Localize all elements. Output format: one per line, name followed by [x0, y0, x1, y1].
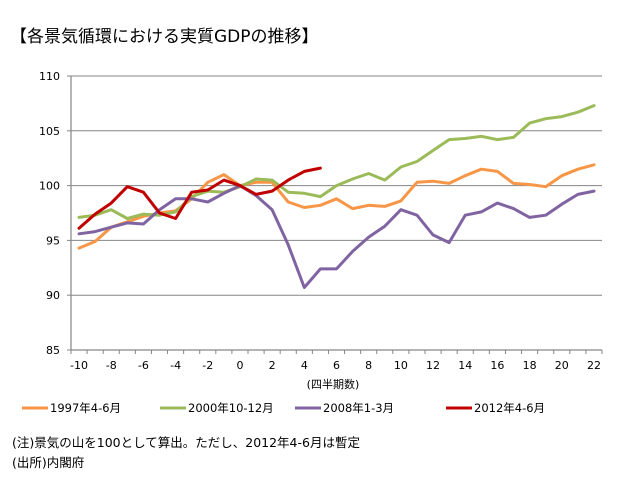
legend: 1997年4-6月 2000年10-12月 2008年1-3月 2012年4-6月: [22, 401, 545, 415]
footnote: (注)景気の山を100として算出。ただし、2012年4-6月は暫定: [12, 435, 360, 450]
series-line-2: [77, 184, 596, 289]
y-tick-labels: 85 90 95 100 105 110: [39, 70, 60, 357]
series-line-1: [77, 104, 596, 220]
legend-item: 2008年1-3月: [295, 401, 394, 415]
series-line-3: [77, 166, 322, 230]
x-tick-label: -8: [106, 359, 117, 372]
x-tick-label: 0: [236, 359, 243, 372]
x-tick-label: 18: [523, 359, 537, 372]
series-lines: [77, 104, 596, 289]
legend-item: 2000年10-12月: [160, 401, 274, 415]
chart-title: 【各景気循環における実質GDPの推移】: [10, 27, 319, 47]
x-tick-label: 22: [587, 359, 601, 372]
legend-label: 1997年4-6月: [50, 401, 121, 415]
y-tick-label: 100: [39, 180, 60, 193]
y-tick-label: 90: [46, 289, 60, 302]
legend-label: 2012年4-6月: [474, 401, 545, 415]
x-tick-label: 12: [426, 359, 440, 372]
x-tick-label: -6: [138, 359, 149, 372]
x-tick-label: 4: [301, 359, 308, 372]
x-tick-label: 6: [333, 359, 340, 372]
x-axis-label: (四半期数): [307, 377, 360, 391]
x-tick-label: -4: [170, 359, 181, 372]
x-tick-label: 14: [458, 359, 472, 372]
x-tick-labels: -10 -8 -6 -4 -2 0 2 4 6 8 10 12 14 16 18 20 22: [70, 359, 601, 372]
source-note: (出所)内閣府: [12, 455, 85, 470]
axes: [67, 75, 603, 354]
legend-item: 2012年4-6月: [446, 401, 545, 415]
x-tick-label: 16: [490, 359, 504, 372]
legend-label: 2008年1-3月: [323, 401, 394, 415]
y-tick-label: 105: [39, 125, 60, 138]
x-tick-label: 8: [365, 359, 372, 372]
legend-label: 2000年10-12月: [188, 401, 274, 415]
x-tick-label: -10: [70, 359, 88, 372]
legend-item: 1997年4-6月: [22, 401, 121, 415]
x-tick-label: 2: [269, 359, 276, 372]
y-tick-label: 85: [46, 344, 60, 357]
y-tick-label: 110: [39, 70, 60, 83]
x-tick-label: 10: [394, 359, 408, 372]
y-tick-label: 95: [46, 234, 60, 247]
x-tick-label: -2: [202, 359, 213, 372]
x-tick-label: 20: [555, 359, 569, 372]
